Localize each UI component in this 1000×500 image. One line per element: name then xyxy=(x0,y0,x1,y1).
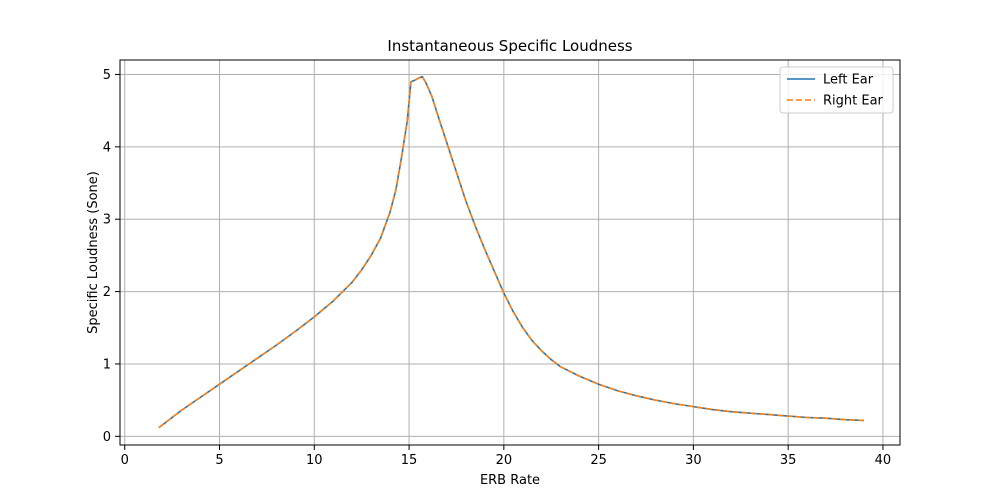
axis-ticks: 0 5 10 15 20 25 30 35 40 0 1 2 3 4 5 xyxy=(103,68,891,468)
y-tick-label: 1 xyxy=(103,357,111,372)
y-tick-label: 4 xyxy=(103,140,111,155)
legend-label-right-ear: Right Ear xyxy=(823,94,884,109)
series-line-right-ear xyxy=(158,75,865,429)
legend: Left Ear Right Ear xyxy=(779,66,894,114)
plot-frame xyxy=(119,59,901,446)
x-tick-label: 5 xyxy=(215,453,223,468)
x-tick-label: 30 xyxy=(685,453,702,468)
x-axis-label: ERB Rate xyxy=(480,473,540,488)
x-tick-label: 40 xyxy=(875,453,892,468)
x-tick-label: 25 xyxy=(590,453,607,468)
y-tick-label: 5 xyxy=(103,68,111,83)
y-axis-label: Specific Loudness (Sone) xyxy=(86,171,101,334)
x-tick-label: 10 xyxy=(306,453,323,468)
series-lines xyxy=(158,75,865,429)
chart-title: Instantaneous Specific Loudness xyxy=(387,37,632,55)
y-tick-label: 2 xyxy=(103,285,111,300)
x-tick-label: 15 xyxy=(401,453,418,468)
x-tick-label: 0 xyxy=(121,453,129,468)
x-tick-label: 35 xyxy=(780,453,797,468)
series-line-left-ear xyxy=(158,75,865,429)
y-tick-label: 3 xyxy=(103,213,111,228)
legend-label-left-ear: Left Ear xyxy=(823,73,874,88)
grid xyxy=(120,60,900,445)
x-tick-label: 20 xyxy=(496,453,513,468)
y-tick-label: 0 xyxy=(103,430,111,445)
